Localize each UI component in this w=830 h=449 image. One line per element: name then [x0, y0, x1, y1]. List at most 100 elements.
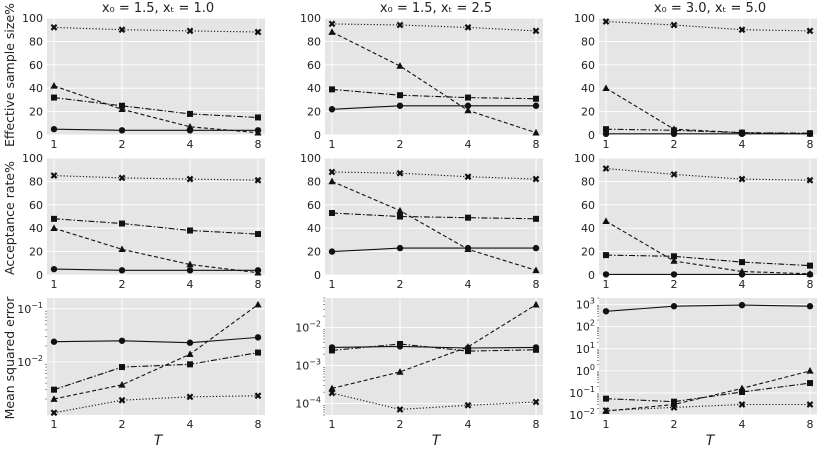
- data-point-triangle: [328, 384, 336, 392]
- ytick-label: 40: [307, 222, 321, 235]
- series-x-dotted: [50, 23, 262, 36]
- plot-area: [325, 18, 543, 135]
- series-line: [53, 175, 259, 181]
- series-circle-solid: [602, 301, 814, 315]
- ytick-label: 20: [307, 106, 321, 119]
- xtick-label: 1: [51, 138, 58, 151]
- plot-area: [599, 18, 817, 135]
- series-square-dashdot: [329, 340, 539, 355]
- data-point-square: [51, 386, 57, 393]
- data-point-square: [187, 227, 193, 234]
- data-point-square: [329, 347, 335, 354]
- ytick-label: 100: [300, 12, 321, 25]
- xtick-label: 1: [603, 278, 610, 291]
- series-line: [605, 20, 811, 32]
- data-point-circle: [464, 102, 472, 109]
- ytick-label: 0: [314, 129, 321, 142]
- ytick-label: 0: [36, 129, 43, 142]
- data-point-triangle: [186, 260, 194, 268]
- data-point-square: [465, 94, 471, 101]
- data-point-square: [51, 94, 57, 101]
- data-point-triangle: [328, 177, 336, 185]
- series-triangle-dashed: [328, 300, 540, 392]
- data-point-x: [602, 18, 610, 25]
- xtick-label: 8: [533, 418, 540, 431]
- data-point-square: [603, 252, 609, 259]
- data-point-square: [397, 340, 403, 347]
- data-point-triangle: [118, 105, 126, 113]
- series-circle-solid: [328, 102, 540, 113]
- xtick-label: 1: [51, 418, 58, 431]
- data-point-square: [255, 349, 261, 356]
- ytick-label: 80: [29, 175, 43, 188]
- data-point-square: [807, 380, 813, 387]
- data-point-square: [119, 364, 125, 371]
- series-triangle-dashed: [328, 177, 540, 274]
- data-point-triangle: [254, 300, 262, 308]
- data-point-square: [603, 395, 609, 402]
- ytick-label: 100: [300, 152, 321, 165]
- data-point-x: [670, 171, 678, 178]
- data-point-x: [254, 176, 262, 184]
- data-point-triangle: [328, 28, 336, 35]
- data-point-circle: [738, 301, 746, 309]
- ytick-label: 40: [581, 222, 595, 235]
- data-point-x: [50, 23, 58, 31]
- data-point-x: [464, 173, 472, 181]
- xtick-label: 4: [187, 418, 194, 431]
- data-point-triangle: [50, 224, 58, 231]
- data-point-triangle: [464, 245, 472, 253]
- ytick-label: 80: [581, 175, 595, 188]
- xtick-label: 1: [603, 418, 610, 431]
- ylabel-ess: Effective sample size%: [2, 3, 17, 147]
- xtick-label: 1: [329, 278, 336, 291]
- data-point-x: [186, 27, 194, 35]
- data-point-square: [397, 92, 403, 99]
- series-x-dotted: [328, 20, 540, 35]
- series-circle-solid: [602, 271, 814, 278]
- data-point-x: [396, 406, 404, 413]
- series-line: [605, 370, 811, 412]
- data-point-x: [532, 398, 540, 406]
- panel-r0-c1: 0 20 40 60 80 100 1 2 4 8: [300, 12, 543, 151]
- ytick-label: 10−2: [295, 320, 321, 335]
- series-line: [605, 87, 811, 135]
- series-line: [331, 23, 537, 32]
- data-point-triangle: [602, 217, 610, 224]
- ytick-label: 60: [307, 59, 321, 72]
- data-point-x: [464, 401, 472, 409]
- data-point-x: [532, 175, 540, 183]
- ytick-label: 20: [29, 106, 43, 119]
- data-point-x: [806, 401, 814, 408]
- series-line: [53, 268, 258, 271]
- data-point-circle: [532, 102, 540, 109]
- data-point-x: [50, 172, 58, 179]
- data-point-circle: [602, 271, 610, 278]
- data-point-x: [464, 23, 472, 31]
- data-point-triangle: [738, 384, 746, 392]
- data-point-square: [187, 361, 193, 368]
- data-point-x: [186, 175, 194, 183]
- ytick-label: 40: [29, 82, 43, 95]
- series-circle-solid: [50, 265, 262, 274]
- data-point-square: [465, 348, 471, 355]
- column-title-2: x₀ = 1.5, xₜ = 2.5: [380, 1, 492, 16]
- series-triangle-dashed: [602, 84, 814, 137]
- ytick-label: 60: [581, 59, 595, 72]
- data-point-square: [671, 253, 677, 260]
- data-point-x: [186, 393, 194, 401]
- xlabel-col-3: T: [706, 433, 716, 449]
- ytick-label: 40: [29, 222, 43, 235]
- data-point-square: [533, 346, 539, 353]
- data-point-circle: [186, 339, 194, 346]
- data-point-circle: [118, 267, 126, 274]
- series-line: [331, 88, 537, 100]
- xtick-label: 1: [603, 138, 610, 151]
- series-line: [605, 254, 811, 267]
- xtick-label: 8: [255, 418, 262, 431]
- plot-area: [325, 298, 543, 415]
- series-line: [331, 212, 537, 220]
- xtick-label: 2: [671, 138, 678, 151]
- data-point-x: [602, 407, 610, 414]
- data-point-circle: [602, 130, 610, 138]
